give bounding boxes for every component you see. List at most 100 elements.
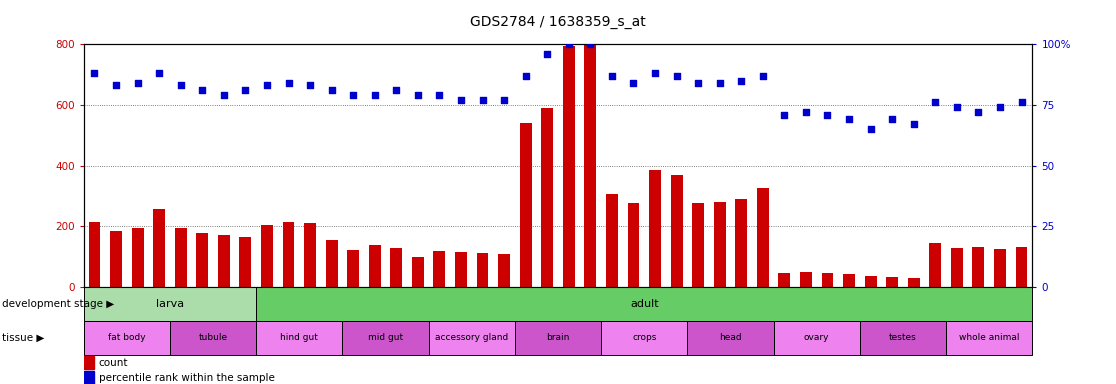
Bar	[946, 321, 1032, 355]
Bar	[671, 175, 683, 287]
Bar	[498, 254, 510, 287]
Bar	[240, 237, 251, 287]
Text: ovary: ovary	[804, 333, 829, 343]
Bar	[433, 251, 445, 287]
Bar	[196, 233, 209, 287]
Point	[128, 80, 146, 86]
Bar	[606, 194, 618, 287]
Text: testes: testes	[889, 333, 917, 343]
Bar	[368, 245, 381, 287]
Bar	[218, 235, 230, 287]
Bar	[687, 321, 773, 355]
Point	[538, 51, 556, 57]
Point	[280, 80, 298, 86]
Bar	[110, 231, 122, 287]
Point	[86, 70, 104, 76]
Point	[667, 73, 685, 79]
Point	[711, 80, 729, 86]
Bar	[800, 272, 811, 287]
Point	[625, 80, 643, 86]
Bar	[84, 287, 257, 321]
Bar	[843, 274, 855, 287]
Bar	[585, 44, 596, 287]
Text: mid gut: mid gut	[368, 333, 403, 343]
Point	[754, 73, 772, 79]
Text: tubule: tubule	[199, 333, 228, 343]
Bar	[391, 248, 402, 287]
Bar	[779, 273, 790, 287]
Point	[970, 109, 988, 115]
Point	[431, 92, 449, 98]
Bar	[994, 249, 1006, 287]
Bar	[562, 46, 575, 287]
Point	[344, 92, 362, 98]
Bar	[773, 321, 859, 355]
Point	[517, 73, 535, 79]
Point	[1012, 99, 1030, 106]
Point	[496, 97, 513, 103]
Bar	[972, 247, 984, 287]
Point	[172, 82, 190, 88]
Point	[690, 80, 708, 86]
Bar	[514, 321, 602, 355]
Point	[215, 92, 233, 98]
Bar	[84, 321, 170, 355]
Text: GDS2784 / 1638359_s_at: GDS2784 / 1638359_s_at	[470, 15, 646, 29]
Point	[732, 78, 750, 84]
Point	[151, 70, 169, 76]
Text: count: count	[99, 358, 128, 368]
Bar	[821, 273, 834, 287]
Bar	[541, 108, 554, 287]
Point	[258, 82, 276, 88]
Bar	[930, 243, 941, 287]
Point	[991, 104, 1009, 110]
Bar	[282, 222, 295, 287]
Point	[883, 116, 901, 122]
Point	[797, 109, 815, 115]
Point	[560, 41, 578, 47]
Point	[926, 99, 944, 106]
Point	[603, 73, 620, 79]
Text: whole animal: whole animal	[959, 333, 1019, 343]
Bar	[257, 321, 343, 355]
Text: brain: brain	[547, 333, 569, 343]
Bar	[477, 253, 489, 287]
Point	[366, 92, 384, 98]
Point	[193, 87, 211, 93]
Point	[862, 126, 879, 132]
Text: adult: adult	[629, 299, 658, 309]
Bar	[1016, 247, 1028, 287]
Bar	[261, 225, 273, 287]
Text: head: head	[719, 333, 742, 343]
Bar	[650, 170, 661, 287]
Point	[581, 41, 599, 47]
Bar	[951, 248, 963, 287]
Text: accessory gland: accessory gland	[435, 333, 509, 343]
Bar	[132, 228, 144, 287]
Point	[473, 97, 491, 103]
Point	[776, 111, 793, 118]
Bar	[175, 228, 186, 287]
Point	[905, 121, 923, 127]
Bar	[757, 188, 769, 287]
Bar	[88, 222, 100, 287]
Bar	[347, 250, 359, 287]
Bar	[455, 252, 466, 287]
Bar	[520, 123, 531, 287]
Bar	[170, 321, 257, 355]
Bar	[865, 276, 876, 287]
Bar	[907, 278, 920, 287]
Point	[107, 82, 125, 88]
Bar	[326, 240, 337, 287]
Bar	[257, 287, 1032, 321]
Text: percentile rank within the sample: percentile rank within the sample	[99, 372, 275, 382]
Point	[646, 70, 664, 76]
Point	[323, 87, 340, 93]
Text: larva: larva	[156, 299, 184, 309]
Point	[840, 116, 858, 122]
Text: tissue ▶: tissue ▶	[2, 333, 45, 343]
Bar	[692, 204, 704, 287]
Point	[452, 97, 470, 103]
Point	[387, 87, 405, 93]
Text: crops: crops	[632, 333, 656, 343]
